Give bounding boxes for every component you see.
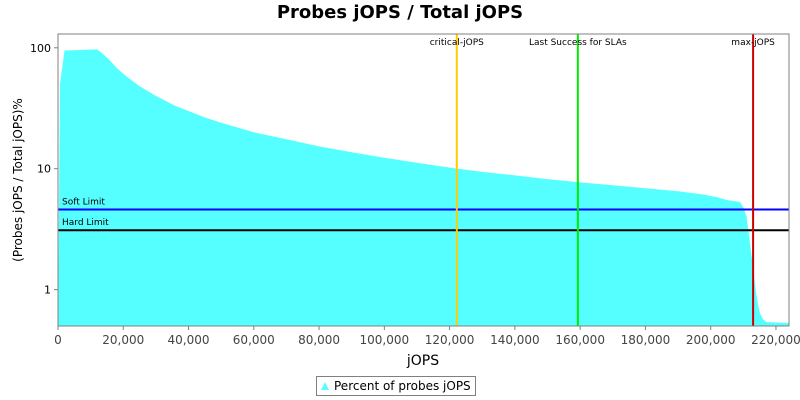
plot-frame [57,33,790,327]
area-layer [58,49,789,327]
y-axis-label: (Probes jOPS / Total jOPS)% [11,98,25,262]
y-tick-label: 10 [37,163,51,176]
x-tick-label: 0 [54,333,62,347]
x-tick-label: 160,000 [555,333,605,347]
x-axis-label: jOPS [406,353,439,369]
x-tick-label: 80,000 [298,333,340,347]
x-tick-label: 180,000 [621,333,671,347]
vertical-marker-label-2: max-jOPS [731,38,775,48]
horizontal-marker-label-0: Soft Limit [62,197,105,207]
x-tick-label: 100,000 [360,333,410,347]
chart-title: Probes jOPS / Total jOPS [276,2,524,23]
x-tick-label: 200,000 [686,333,736,347]
legend-label: Percent of probes jOPS [334,379,471,393]
x-tick-label: 60,000 [233,333,275,347]
y-tick-label: 1 [44,284,51,297]
horizontal-marker-label-1: Hard Limit [62,218,109,228]
x-tick-label: 140,000 [490,333,540,347]
series-area-0 [58,49,789,327]
legend-swatch-icon [321,382,329,390]
x-tick-label: 20,000 [102,333,144,347]
x-tick-label: 120,000 [425,333,475,347]
axis-layer: 0 20,000 40,000 60,000 80,000 100,000 120,000 1… [30,42,800,347]
vertical-marker-label-1: Last Success for SLAs [529,38,627,48]
vertical-marker-label-0: critical-jOPS [430,38,484,48]
y-tick-label: 100 [30,42,51,55]
x-tick-label: 40,000 [168,333,210,347]
legend: Percent of probes jOPS [316,376,476,396]
x-tick-label: 220,000 [751,333,800,347]
marker-layer: Soft Limit Hard Limit critical-jOPS Last Su… [58,34,789,326]
